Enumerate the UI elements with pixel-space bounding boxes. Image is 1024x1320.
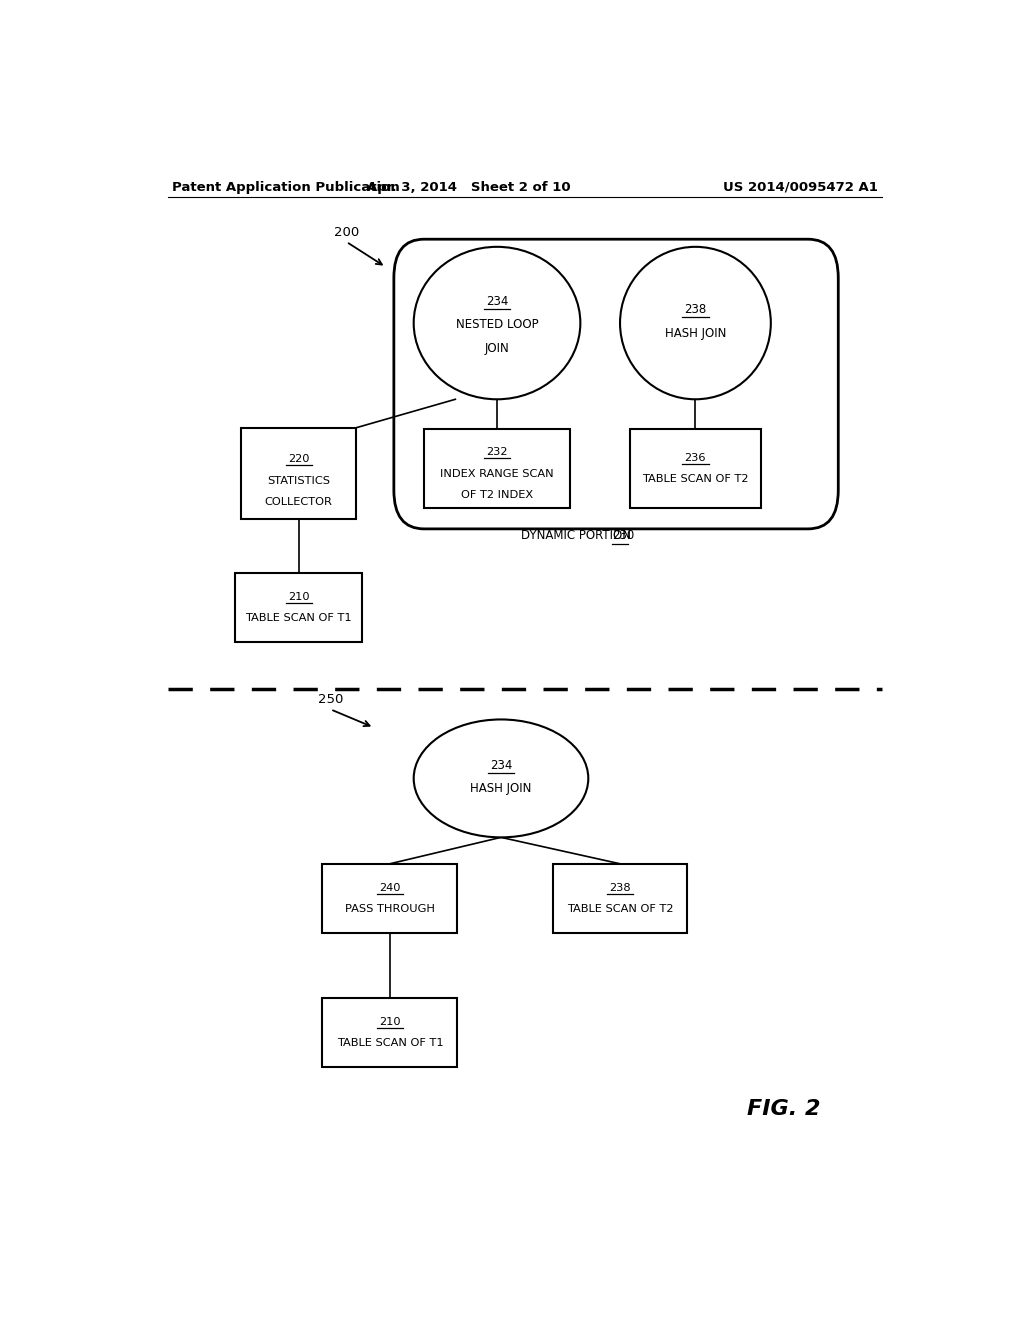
- Text: 234: 234: [485, 294, 508, 308]
- Text: JOIN: JOIN: [484, 342, 509, 355]
- Text: 232: 232: [486, 447, 508, 457]
- FancyBboxPatch shape: [323, 863, 458, 933]
- Text: 250: 250: [318, 693, 344, 706]
- Text: STATISTICS: STATISTICS: [267, 475, 330, 486]
- Text: TABLE SCAN OF T1: TABLE SCAN OF T1: [246, 614, 352, 623]
- Text: PASS THROUGH: PASS THROUGH: [345, 904, 435, 913]
- Text: 210: 210: [288, 593, 309, 602]
- Ellipse shape: [414, 247, 581, 399]
- Ellipse shape: [620, 247, 771, 399]
- FancyBboxPatch shape: [323, 998, 458, 1067]
- Text: 240: 240: [379, 883, 400, 892]
- Text: US 2014/0095472 A1: US 2014/0095472 A1: [723, 181, 878, 194]
- Text: COLLECTOR: COLLECTOR: [264, 498, 333, 507]
- Text: HASH JOIN: HASH JOIN: [470, 783, 531, 795]
- Text: 238: 238: [609, 883, 631, 892]
- FancyBboxPatch shape: [241, 428, 356, 519]
- Text: HASH JOIN: HASH JOIN: [665, 327, 726, 339]
- FancyBboxPatch shape: [424, 429, 570, 508]
- FancyBboxPatch shape: [394, 239, 839, 529]
- Text: 238: 238: [684, 304, 707, 317]
- Text: 234: 234: [489, 759, 512, 772]
- Text: NESTED LOOP: NESTED LOOP: [456, 318, 539, 331]
- Text: TABLE SCAN OF T2: TABLE SCAN OF T2: [642, 474, 749, 484]
- Text: Apr. 3, 2014   Sheet 2 of 10: Apr. 3, 2014 Sheet 2 of 10: [368, 181, 571, 194]
- Text: 200: 200: [334, 226, 359, 239]
- Text: OF T2 INDEX: OF T2 INDEX: [461, 490, 534, 500]
- Text: INDEX RANGE SCAN: INDEX RANGE SCAN: [440, 469, 554, 479]
- FancyBboxPatch shape: [553, 863, 687, 933]
- Text: Patent Application Publication: Patent Application Publication: [172, 181, 399, 194]
- Text: TABLE SCAN OF T2: TABLE SCAN OF T2: [566, 904, 674, 913]
- Text: TABLE SCAN OF T1: TABLE SCAN OF T1: [337, 1039, 443, 1048]
- Text: DYNAMIC PORTION: DYNAMIC PORTION: [521, 529, 635, 543]
- Text: 236: 236: [685, 453, 707, 463]
- FancyBboxPatch shape: [630, 429, 761, 508]
- Text: FIG. 2: FIG. 2: [748, 1098, 820, 1119]
- Text: 230: 230: [612, 529, 635, 543]
- Text: 220: 220: [288, 454, 309, 465]
- FancyBboxPatch shape: [236, 573, 362, 643]
- Ellipse shape: [414, 719, 588, 837]
- Text: 210: 210: [379, 1016, 400, 1027]
